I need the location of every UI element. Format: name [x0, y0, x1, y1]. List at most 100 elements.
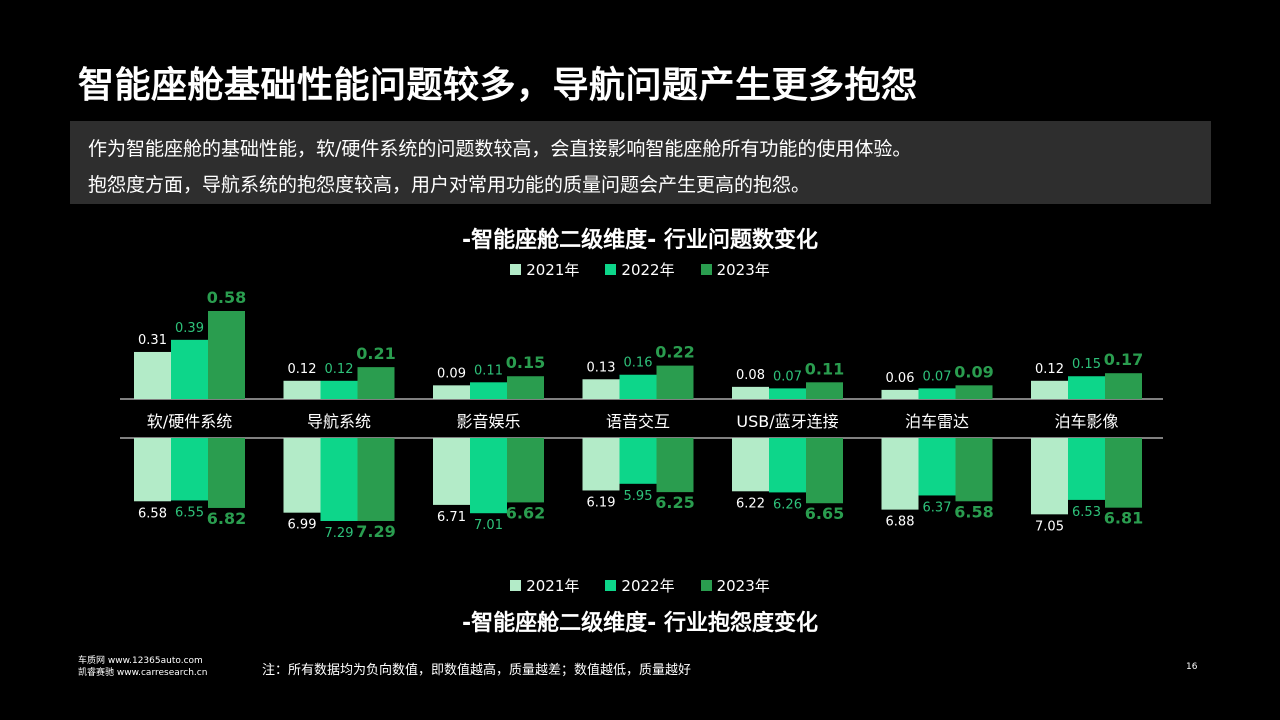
complaint-value-label: 6.62: [506, 503, 545, 522]
complaint-bar: [507, 438, 544, 503]
problem-value-label: 0.58: [207, 288, 246, 307]
complaint-value-label: 7.01: [474, 518, 503, 533]
complaint-value-label: 6.25: [655, 493, 694, 512]
legend-item-2023: 2023年: [700, 575, 770, 596]
problem-bar: [582, 379, 620, 399]
problem-value-label: 0.07: [923, 369, 952, 384]
complaint-value-label: 6.65: [805, 504, 844, 523]
legend-label: 2023年: [716, 577, 770, 595]
problem-bar: [1105, 373, 1142, 399]
problem-value-label: 0.12: [325, 362, 354, 377]
problem-bar: [918, 388, 956, 399]
problem-bar: [433, 385, 470, 399]
complaint-bar: [656, 438, 694, 493]
summary-line-1: 作为智能座舱的基础性能，软/硬件系统的问题数较高，会直接影响智能座舱所有功能的使…: [88, 138, 912, 160]
problem-value-label: 0.12: [1035, 362, 1064, 377]
legend-label: 2021年: [526, 577, 580, 595]
problem-value-label: 0.07: [773, 369, 802, 384]
complaint-bar: [1068, 438, 1105, 500]
problem-value-label: 0.15: [506, 353, 545, 372]
problem-bar: [881, 389, 919, 399]
legend-swatch-2022: [605, 264, 617, 275]
problem-bar: [1068, 376, 1105, 399]
complaint-value-label: 5.95: [624, 489, 653, 504]
category-label: 泊车影像: [1054, 412, 1118, 431]
legend-item-2021: 2021年: [510, 259, 579, 280]
problem-bar: [732, 386, 769, 399]
legend-label: 2021年: [526, 261, 580, 279]
complaint-value-label: 6.58: [138, 506, 167, 521]
complaint-value-label: 6.58: [954, 502, 993, 521]
category-label: 泊车雷达: [905, 412, 969, 431]
legend-label: 2022年: [621, 261, 675, 279]
problem-value-label: 0.06: [886, 371, 915, 386]
problem-bar: [208, 311, 245, 399]
complaint-bar: [918, 438, 956, 496]
problem-bar: [470, 382, 507, 399]
problem-bar: [171, 339, 208, 399]
problem-bar: [769, 388, 806, 399]
complaint-value-label: 6.82: [207, 509, 246, 528]
complaint-bar: [619, 438, 657, 484]
summary-box: 作为智能座舱的基础性能，软/硬件系统的问题数较高，会直接影响智能座舱所有功能的使…: [70, 121, 1211, 204]
category-label: 导航系统: [307, 412, 371, 431]
problem-bar: [656, 365, 694, 399]
complaint-value-label: 6.26: [773, 497, 802, 512]
problem-value-label: 0.22: [655, 343, 694, 362]
problem-bar: [955, 385, 993, 399]
page-title: 智能座舱基础性能问题较多，导航问题产生更多抱怨: [78, 65, 918, 106]
legend-swatch-2021: [510, 580, 522, 591]
summary-line-2: 抱怨度方面，导航系统的抱怨度较高，用户对常用功能的质量问题会产生更高的抱怨。: [88, 174, 811, 196]
complaint-bar: [320, 438, 358, 521]
complaint-value-label: 6.88: [886, 515, 915, 530]
complaint-value-label: 6.55: [175, 505, 204, 520]
complaint-bar: [208, 438, 245, 508]
problem-value-label: 0.11: [474, 363, 503, 378]
problem-bar: [1031, 380, 1068, 399]
problem-value-label: 0.15: [1072, 357, 1101, 372]
problem-bar: [806, 382, 843, 399]
category-label: USB/蓝牙连接: [736, 412, 838, 431]
complaint-bar: [881, 438, 919, 510]
complaint-value-label: 6.37: [923, 500, 952, 515]
complaint-bar: [134, 438, 171, 502]
chart-title-problems: -智能座舱二级维度- 行业问题数变化: [462, 228, 818, 253]
complaint-bar: [357, 438, 395, 521]
source-credits: 车质网 www.12365auto.com 凯睿赛驰 www.carresear…: [78, 655, 207, 679]
legend-swatch-2022: [605, 580, 617, 591]
complaint-bar: [806, 438, 843, 504]
problem-bar: [619, 374, 657, 399]
complaint-bar: [582, 438, 620, 491]
problem-bar: [134, 351, 171, 399]
problem-value-label: 0.31: [138, 333, 167, 348]
problem-bar: [283, 380, 321, 399]
complaint-bar: [283, 438, 321, 513]
complaint-bar: [470, 438, 507, 514]
chart-title-complaints: -智能座舱二级维度- 行业抱怨度变化: [462, 611, 818, 636]
complaint-value-label: 6.22: [736, 496, 765, 511]
complaint-bar: [1031, 438, 1068, 515]
problem-value-label: 0.13: [587, 360, 616, 375]
legend-label: 2023年: [716, 261, 770, 279]
category-label: 影音娱乐: [456, 412, 520, 431]
legend-item-2023: 2023年: [700, 259, 770, 280]
problem-value-label: 0.16: [624, 356, 653, 371]
category-label: 语音交互: [606, 412, 670, 431]
problem-bar: [507, 376, 544, 399]
complaint-value-label: 7.29: [325, 526, 354, 541]
complaint-value-label: 7.29: [356, 522, 395, 541]
legend-swatch-2023: [700, 580, 712, 591]
footnote: 注：所有数据均为负向数值，即数值越高，质量越差；数值越低，质量越好: [262, 663, 692, 678]
problem-bar: [320, 380, 358, 399]
complaint-value-label: 6.81: [1104, 509, 1143, 528]
problem-value-label: 0.39: [175, 321, 204, 336]
legend-top: 2021年 2022年 2023年: [0, 259, 1280, 280]
page-number: 16: [1186, 662, 1198, 672]
source-line-1: 车质网 www.12365auto.com: [78, 656, 203, 666]
problem-value-label: 0.11: [805, 359, 844, 378]
legend-label: 2022年: [621, 577, 675, 595]
complaint-value-label: 6.53: [1072, 505, 1101, 520]
problem-value-label: 0.12: [288, 362, 317, 377]
legend-swatch-2021: [510, 264, 522, 275]
